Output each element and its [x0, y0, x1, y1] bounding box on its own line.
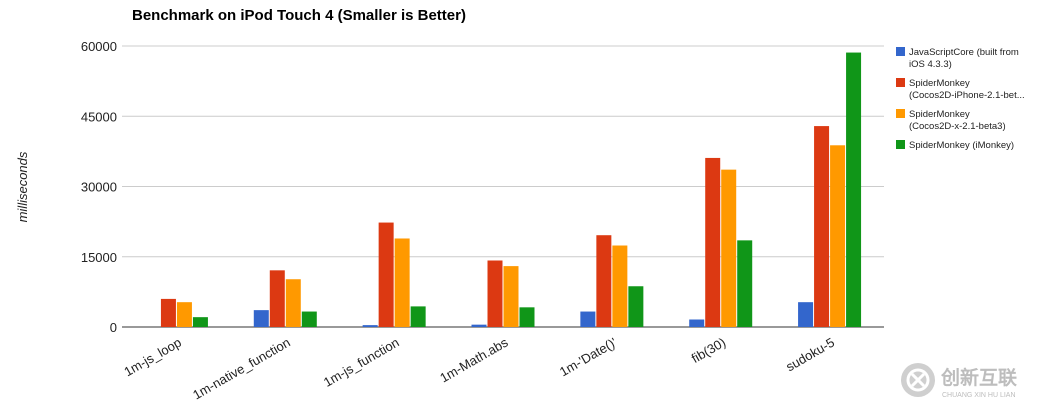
- bar[interactable]: [253, 310, 269, 327]
- legend-label: JavaScriptCore (built from: [909, 47, 1019, 58]
- legend-label: (Cocos2D-iPhone-2.1-bet...: [909, 90, 1025, 101]
- bar[interactable]: [846, 52, 862, 327]
- y-tick-label: 30000: [81, 180, 117, 195]
- watermark-text-cn: 创新互联: [940, 366, 1017, 389]
- bar[interactable]: [410, 306, 426, 327]
- gridlines: 0 15000 30000 45000 60000: [81, 39, 884, 335]
- legend-label: SpiderMonkey: [909, 109, 970, 120]
- bar[interactable]: [705, 157, 721, 327]
- legend-label: SpiderMonkey (iMonkey): [909, 140, 1014, 151]
- x-tick-label: sudoku-5: [783, 335, 837, 375]
- bar[interactable]: [362, 325, 378, 327]
- bar[interactable]: [160, 298, 176, 327]
- bar[interactable]: [580, 311, 596, 327]
- watermark-cross-icon: [910, 372, 926, 388]
- bar[interactable]: [628, 286, 644, 327]
- legend-swatch: [896, 78, 905, 87]
- x-tick-label: 1m-js_loop: [121, 335, 184, 380]
- watermark-text-en: CHUANG XIN HU LIAN: [942, 392, 1016, 399]
- legend-label: (Cocos2D-x-2.1-beta3): [909, 121, 1006, 132]
- legend-swatch: [896, 109, 905, 118]
- y-tick-label: 15000: [81, 250, 117, 265]
- y-tick-label: 45000: [81, 109, 117, 124]
- x-tick-label: 1m-native_function: [190, 335, 293, 403]
- bar[interactable]: [471, 324, 487, 327]
- bar[interactable]: [721, 169, 737, 327]
- x-tick-label: 1m-js_function: [321, 335, 402, 390]
- bar[interactable]: [830, 145, 846, 327]
- bar[interactable]: [814, 126, 830, 328]
- legend-label: SpiderMonkey: [909, 78, 970, 89]
- legend-item[interactable]: SpiderMonkey(Cocos2D-iPhone-2.1-bet...: [896, 78, 1025, 101]
- bar[interactable]: [503, 266, 519, 327]
- bar[interactable]: [285, 279, 301, 327]
- bar[interactable]: [192, 317, 208, 327]
- bar[interactable]: [596, 235, 612, 327]
- chart-title: Benchmark on iPod Touch 4 (Smaller is Be…: [132, 7, 466, 24]
- legend-item[interactable]: SpiderMonkey (iMonkey): [896, 140, 1014, 151]
- legend-label: iOS 4.3.3): [909, 59, 952, 70]
- bar[interactable]: [394, 238, 410, 327]
- legend-item[interactable]: SpiderMonkey(Cocos2D-x-2.1-beta3): [896, 109, 1006, 132]
- bar[interactable]: [176, 302, 192, 327]
- bar[interactable]: [612, 245, 628, 327]
- bar[interactable]: [378, 222, 394, 327]
- bar[interactable]: [798, 302, 814, 327]
- y-tick-label: 60000: [81, 39, 117, 54]
- x-tick-label: fib(30): [689, 335, 728, 366]
- watermark-logo: 创新互联 CHUANG XIN HU LIAN: [901, 363, 1017, 399]
- legend-swatch: [896, 47, 905, 56]
- x-tick-label: 1m-Math.abs: [437, 334, 511, 385]
- x-tick-label: 1m-'Date()': [557, 335, 619, 380]
- bar-series-group: [160, 52, 862, 328]
- bar[interactable]: [737, 240, 753, 327]
- axes: 1m-js_loop 1m-native_function 1m-js_functi…: [121, 334, 837, 402]
- bar[interactable]: [487, 260, 503, 327]
- bar[interactable]: [301, 311, 317, 327]
- bar[interactable]: [519, 307, 535, 327]
- y-axis-label: milliseconds: [15, 151, 30, 222]
- bar[interactable]: [269, 270, 285, 327]
- y-tick-label: 0: [110, 320, 117, 335]
- legend-swatch: [896, 140, 905, 149]
- bar[interactable]: [689, 319, 705, 327]
- watermark-ring: [906, 368, 930, 392]
